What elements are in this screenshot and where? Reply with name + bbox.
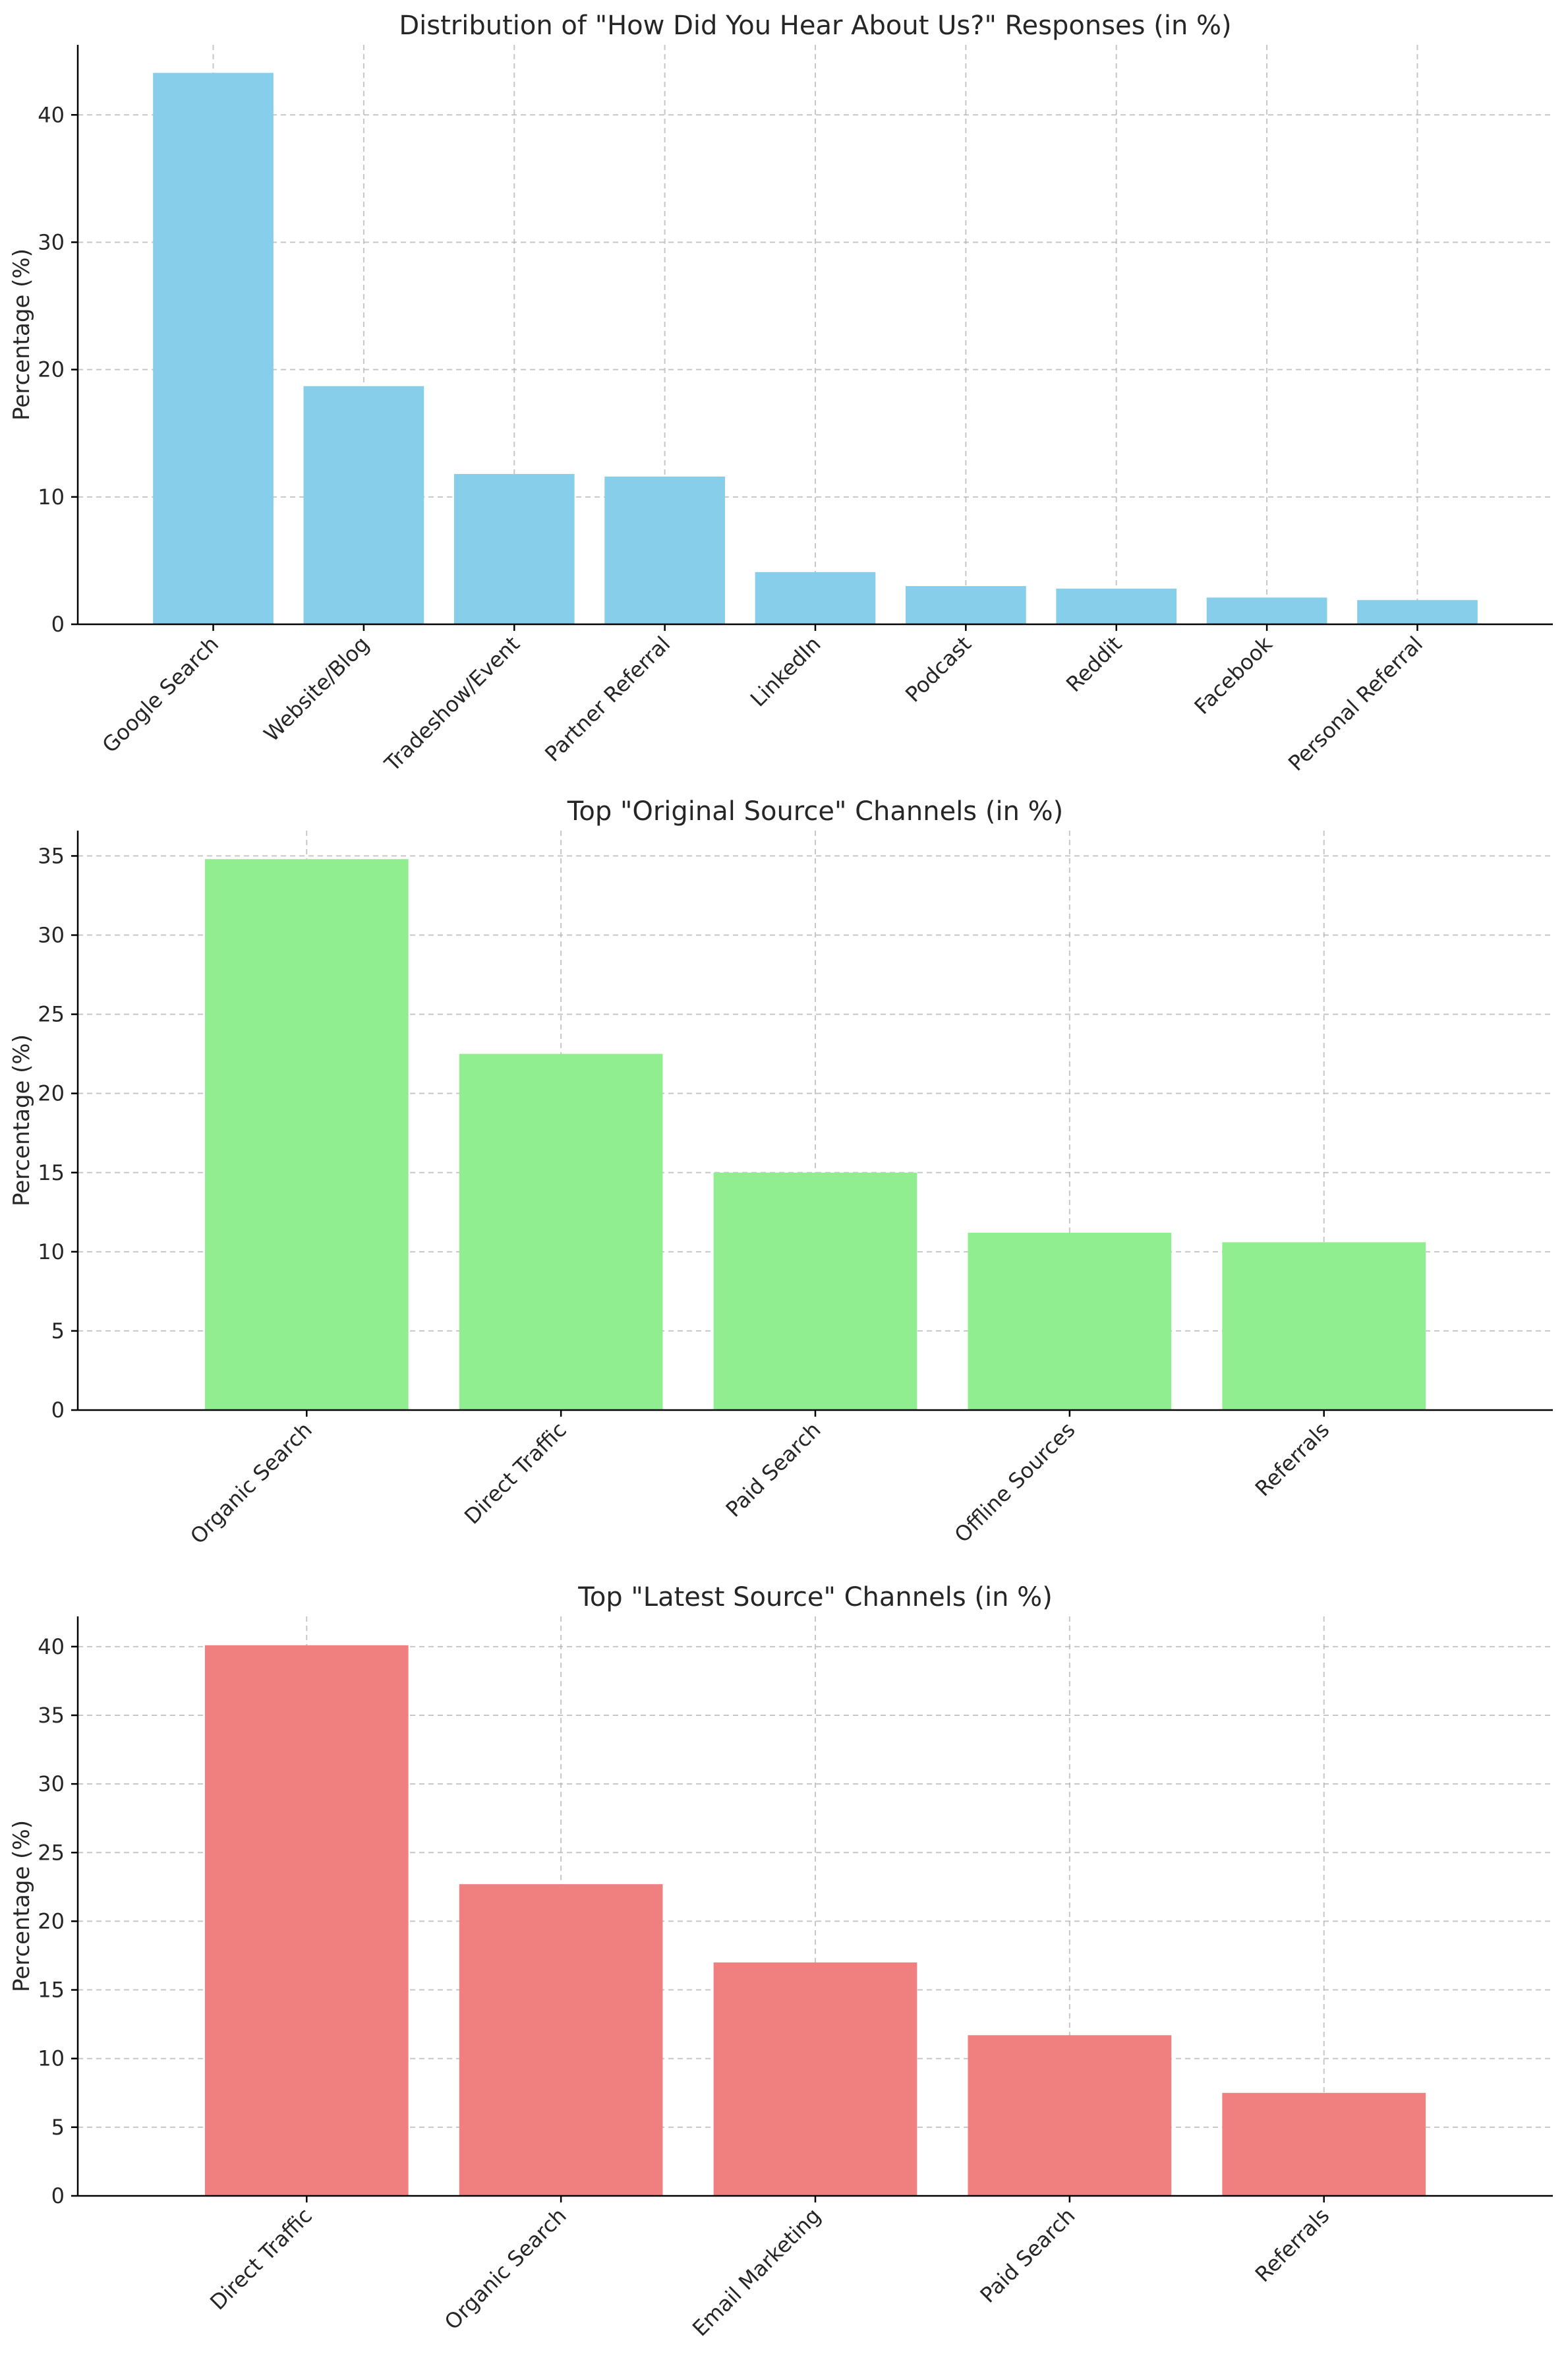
x-tick-label: Referrals <box>1250 2203 1335 2287</box>
y-tick-label: 20 <box>38 1081 65 1106</box>
x-tick-label: Email Marketing <box>687 2203 826 2342</box>
y-tick-label: 35 <box>38 843 65 868</box>
y-tick-label: 15 <box>38 1160 65 1185</box>
bar-3 <box>713 1962 917 2196</box>
bar-2 <box>459 1884 663 2196</box>
bar-4 <box>604 476 725 624</box>
bar-3 <box>713 1172 917 1410</box>
bar-4 <box>968 2035 1172 2196</box>
chart-title: Top "Original Source" Channels (in %) <box>567 796 1064 827</box>
x-tick-label: Personal Referral <box>1283 632 1428 776</box>
y-tick-label: 10 <box>38 485 65 510</box>
y-tick-label: 5 <box>51 1318 65 1343</box>
chart-1: 0 10 20 30 40 Google Search Website/Blog Trades… <box>9 11 1553 777</box>
y-tick-label: 10 <box>38 1239 65 1264</box>
x-tick-label: Offline Sources <box>950 1417 1080 1548</box>
x-tick-label: Paid Search <box>721 1417 826 1522</box>
bar-9 <box>1357 600 1478 624</box>
bar-5 <box>1222 1242 1426 1410</box>
bar-2 <box>303 386 424 624</box>
x-tick-label: Podcast <box>900 632 976 707</box>
bar-6 <box>906 586 1026 624</box>
bar-8 <box>1206 597 1327 624</box>
bar-1 <box>204 1645 409 2196</box>
x-tick-label: Direct Traffic <box>459 1417 571 1529</box>
y-tick-label: 30 <box>38 923 65 948</box>
y-tick-label: 25 <box>38 1002 65 1027</box>
x-tick-label: LinkedIn <box>745 632 826 712</box>
y-tick-label: 25 <box>38 1840 65 1865</box>
x-tick-label: Direct Traffic <box>205 2203 317 2315</box>
y-axis-label: Percentage (%) <box>9 249 35 421</box>
x-tick-label: Referrals <box>1250 1417 1335 1502</box>
bar-1 <box>153 73 274 624</box>
y-axis-label: Percentage (%) <box>9 1820 35 1992</box>
chart-title: Distribution of "How Did You Hear About … <box>399 11 1231 41</box>
x-tick-label: Paid Search <box>975 2203 1080 2308</box>
y-tick-label: 15 <box>38 1978 65 2003</box>
y-tick-label: 10 <box>38 2046 65 2071</box>
x-tick-label: Facebook <box>1190 631 1278 719</box>
y-tick-label: 30 <box>38 1771 65 1796</box>
bar-7 <box>1056 588 1177 624</box>
chart-title: Top "Latest Source" Channels (in %) <box>577 1582 1053 1612</box>
y-tick-label: 20 <box>38 1908 65 1933</box>
y-tick-label: 0 <box>51 2183 65 2208</box>
x-tick-label: Organic Search <box>440 2203 571 2335</box>
x-tick-label: Organic Search <box>185 1417 317 1549</box>
y-tick-label: 35 <box>38 1703 65 1728</box>
x-tick-label: Google Search <box>98 632 224 758</box>
y-tick-label: 40 <box>38 1634 65 1659</box>
y-tick-label: 0 <box>51 612 65 637</box>
x-tick-label: Tradeshow/Event <box>379 632 524 777</box>
y-axis-label: Percentage (%) <box>9 1034 35 1206</box>
y-tick-label: 20 <box>38 357 65 382</box>
x-tick-label: Website/Blog <box>259 632 374 747</box>
bar-1 <box>204 859 409 1410</box>
y-tick-label: 40 <box>38 102 65 127</box>
bar-2 <box>459 1053 663 1410</box>
bar-4 <box>968 1233 1172 1410</box>
y-tick-label: 30 <box>38 229 65 254</box>
bar-3 <box>453 474 575 624</box>
chart-3: 0 5 10 15 20 25 30 35 40 Direct Traffic Organic Se… <box>9 1582 1553 2341</box>
bar-5 <box>755 572 876 624</box>
y-tick-label: 5 <box>51 2115 65 2140</box>
y-tick-label: 0 <box>51 1398 65 1423</box>
x-tick-label: Partner Referral <box>540 632 675 767</box>
chart-2: 0 5 10 15 20 25 30 35 Organic Search Direct Traff… <box>9 796 1553 1549</box>
bar-5 <box>1222 2092 1426 2196</box>
x-tick-label: Reddit <box>1061 632 1126 697</box>
